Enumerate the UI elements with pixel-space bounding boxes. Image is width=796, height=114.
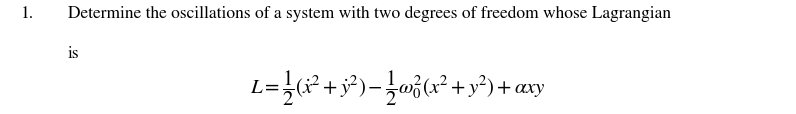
Text: 1.: 1. xyxy=(20,6,33,22)
Text: Determine the oscillations of a system with two degrees of freedom whose Lagrang: Determine the oscillations of a system w… xyxy=(68,6,671,22)
Text: is: is xyxy=(68,46,80,61)
Text: $L = \dfrac{1}{2}(\dot{x}^2 + \dot{y}^2) - \dfrac{1}{2}\omega_0^2(x^2 + y^2) + \: $L = \dfrac{1}{2}(\dot{x}^2 + \dot{y}^2)… xyxy=(250,68,546,107)
